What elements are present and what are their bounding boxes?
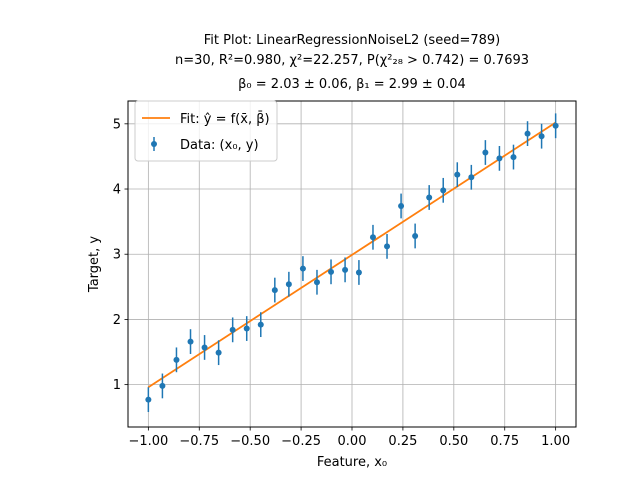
data-point: [398, 202, 405, 209]
data-point: [482, 149, 489, 156]
legend-fit-label: Fit: ŷ = f(x̄, β̄): [180, 112, 270, 127]
fit-line-layer: [147, 121, 557, 388]
x-axis-label: Feature, x₀: [317, 455, 387, 470]
data-point: [496, 155, 503, 162]
data-point: [313, 279, 320, 286]
data-point: [145, 396, 152, 403]
x-tick-label: −0.25: [281, 434, 321, 449]
data-point: [369, 234, 376, 241]
x-tick-label: −0.50: [230, 434, 270, 449]
data-point: [173, 356, 180, 363]
x-tick-label: −1.00: [128, 434, 168, 449]
data-point: [454, 171, 461, 178]
data-point: [426, 194, 433, 201]
chart-title-line-2: n=30, R²=0.980, χ²=22.257, P(χ²₂₈ > 0.74…: [175, 53, 529, 68]
x-tick-label: 0.25: [388, 434, 417, 449]
data-point: [257, 321, 264, 328]
x-axis-ticks: −1.00 −0.75 −0.50 −0.25 0.00 0.25 0.50 0.75 1.00: [128, 427, 570, 449]
x-tick-label: −0.75: [179, 434, 219, 449]
y-axis-label: Target, y: [87, 236, 102, 293]
data-point: [187, 338, 194, 345]
data-point: [384, 243, 391, 250]
data-point: [271, 287, 278, 294]
fit-line: [147, 121, 557, 388]
y-tick-label: 1: [113, 378, 121, 393]
legend-data-point-swatch: [151, 141, 157, 147]
legend-data-label: Data: (x₀, y): [180, 138, 259, 153]
data-point: [440, 187, 447, 194]
data-point: [342, 266, 349, 273]
y-tick-label: 4: [113, 183, 121, 198]
data-point: [159, 382, 166, 389]
chart-title-line-1: Fit Plot: LinearRegressionNoiseL2 (seed=…: [204, 33, 500, 48]
data-point: [412, 232, 419, 239]
chart-title-line-3: β₀ = 2.03 ± 0.06, β₁ = 2.99 ± 0.04: [238, 77, 466, 92]
data-point: [229, 326, 236, 333]
data-point: [285, 281, 292, 288]
x-tick-label: 0.00: [338, 434, 367, 449]
data-point: [215, 349, 222, 356]
data-point: [201, 344, 208, 351]
x-tick-label: 0.50: [439, 434, 468, 449]
data-point: [355, 269, 362, 276]
y-tick-label: 2: [113, 313, 121, 328]
data-point: [552, 122, 559, 129]
data-points-layer: [145, 113, 559, 413]
x-tick-label: 0.75: [490, 434, 519, 449]
x-tick-label: 1.00: [541, 434, 570, 449]
data-point: [328, 268, 335, 275]
y-axis-ticks: 1 2 3 4 5: [113, 117, 128, 393]
legend-box: [134, 100, 278, 162]
data-point: [538, 133, 545, 140]
data-point: [243, 325, 250, 332]
data-point: [510, 154, 517, 161]
y-tick-label: 5: [113, 117, 121, 132]
y-tick-label: 3: [113, 248, 121, 263]
data-point: [524, 130, 531, 137]
data-point: [468, 174, 475, 181]
legend: Fit: ŷ = f(x̄, β̄) Data: (x₀, y): [134, 100, 278, 162]
data-point: [299, 265, 306, 272]
